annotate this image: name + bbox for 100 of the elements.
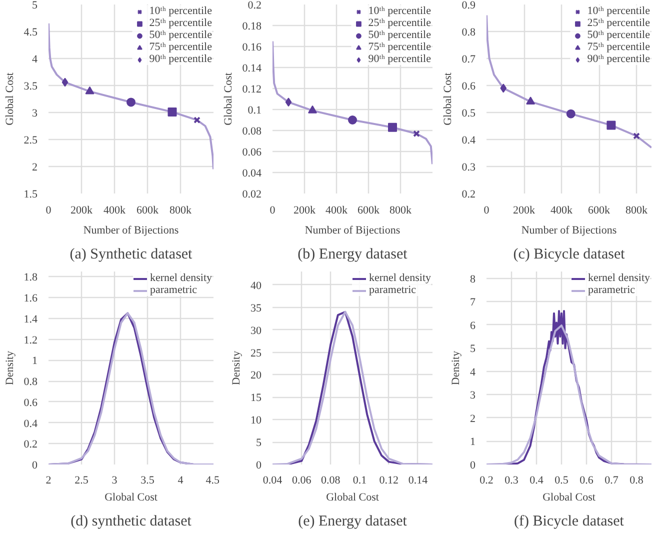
y-tick-label: 20: [250, 370, 262, 382]
x-tick-label: 0.4: [530, 474, 544, 486]
y-tick-label: 0.6: [462, 80, 476, 92]
y-tick-label: 30: [250, 324, 262, 337]
x-tick-label: 2.5: [74, 474, 89, 486]
x-tick-label: 200k: [513, 204, 536, 216]
y-tick-label: 25: [250, 347, 262, 360]
x-axis-title: Global Cost: [542, 492, 596, 504]
x-axis-title: Number of Bijections: [304, 224, 400, 236]
text: (a) Synthetic dataset: [70, 246, 194, 262]
y-tick-label: 0.14: [242, 62, 262, 74]
y-tick-label: 1: [470, 436, 476, 448]
legend-label: 90ᵗʰ percentile: [587, 53, 650, 65]
legend-label: 10ᵗʰ percentile: [149, 5, 212, 17]
x-tick-label: 800k: [626, 204, 648, 216]
y-tick-label: 1.6: [24, 292, 38, 305]
text: (b) Energy dataset: [298, 246, 408, 262]
y-axis-title: Global Cost: [442, 72, 454, 126]
y-tick-label: 1.2: [24, 334, 38, 346]
y-tick-label: 3.5: [24, 80, 38, 92]
y-tick-label: 0.6: [24, 396, 38, 409]
y-axis-title: Density: [450, 350, 462, 386]
x-tick-label: 2: [46, 474, 52, 486]
x-tick-label: 0.2: [480, 474, 494, 486]
y-tick-label: 8: [470, 273, 476, 286]
x-tick-label: 0: [46, 204, 52, 216]
y-tick-label: 0.4: [24, 418, 38, 430]
x-tick-label: 0.3: [504, 474, 519, 486]
x-tick-label: 0.6: [580, 474, 594, 486]
x-tick-label: 4: [178, 474, 184, 486]
x-tick-label: 800k: [170, 204, 192, 216]
x-tick-label: 600k: [358, 204, 380, 216]
legend-label: 25ᵗʰ percentile: [587, 17, 650, 29]
y-tick-label: 0.4: [462, 134, 476, 146]
x-tick-label: 0.12: [379, 474, 398, 486]
legend-label: 25ᵗʰ percentile: [149, 17, 212, 29]
y-tick-label: 0: [256, 460, 262, 472]
y-tick-label: 3: [32, 108, 38, 120]
y-tick-label: 0.02: [242, 188, 262, 200]
legend-label: 75ᵗʰ percentile: [368, 41, 431, 53]
x-tick-label: 0.14: [408, 474, 428, 486]
y-tick-label: 1.8: [24, 272, 38, 284]
y-tick-label: 0.16: [242, 42, 262, 54]
y-tick-label: 4.5: [24, 26, 38, 38]
x-tick-label: 0: [484, 204, 490, 216]
y-tick-label: 0.12: [242, 84, 262, 96]
y-tick-label: 4: [32, 54, 38, 66]
legend-label: kernel density: [588, 272, 650, 284]
legend-label: 50ᵗʰ percentile: [149, 29, 212, 41]
legend-label: parametric: [368, 284, 416, 296]
y-tick-label: 0.2: [24, 438, 38, 451]
text: (e) Energy dataset: [298, 514, 408, 530]
x-tick-label: 0.08: [321, 474, 341, 486]
x-tick-label: 0.5: [554, 474, 569, 486]
x-axis-title: Number of Bijections: [83, 224, 179, 236]
x-axis-title: Number of Bijections: [521, 224, 617, 236]
y-tick-label: 0.06: [242, 146, 262, 158]
y-tick-label: 2: [32, 162, 38, 174]
y-axis-title: Density: [230, 350, 242, 386]
legend-label: parametric: [588, 284, 636, 296]
y-tick-label: 15: [250, 392, 262, 404]
legend-label: 10ᵗʰ percentile: [587, 5, 650, 17]
legend-label: kernel density: [368, 272, 431, 284]
y-tick-label: 0: [32, 460, 38, 472]
y-tick-label: 7: [470, 296, 476, 309]
x-tick-label: 0.7: [604, 474, 619, 486]
x-tick-label: 200k: [70, 204, 93, 216]
text: (d) synthetic dataset: [70, 514, 192, 530]
y-tick-label: 0.2: [462, 188, 476, 200]
y-tick-label: 0.5: [462, 108, 476, 120]
y-tick-label: 5: [256, 437, 262, 450]
x-tick-label: 400k: [550, 204, 573, 216]
legend-label: 90ᵗʰ percentile: [149, 53, 212, 65]
x-tick-label: 0.06: [292, 474, 312, 486]
y-axis-title: Global Cost: [4, 72, 16, 126]
text: (c) Bicycle dataset: [513, 246, 626, 262]
x-tick-label: 600k: [136, 204, 159, 216]
x-tick-label: 3.5: [140, 474, 155, 486]
x-tick-label: 400k: [326, 204, 348, 216]
y-tick-label: 0.1: [248, 104, 262, 116]
y-tick-label: 35: [250, 302, 262, 314]
y-tick-label: 0.3: [462, 162, 476, 174]
x-tick-label: 0.1: [352, 474, 367, 486]
y-tick-label: 2.5: [24, 134, 38, 146]
y-tick-label: 5: [32, 0, 38, 12]
legend-label: 90ᵗʰ percentile: [368, 53, 431, 65]
legend-label: 50ᵗʰ percentile: [368, 29, 431, 41]
y-tick-label: 4: [470, 366, 476, 378]
legend-label: 25ᵗʰ percentile: [368, 17, 431, 29]
y-tick-label: 1.4: [24, 313, 38, 326]
legend-label: parametric: [150, 284, 198, 296]
y-tick-label: 0.18: [242, 20, 262, 32]
legend-label: 75ᵗʰ percentile: [587, 41, 650, 53]
y-tick-label: 6: [470, 320, 476, 332]
y-tick-label: 2: [470, 412, 476, 425]
y-tick-label: 3: [470, 390, 476, 402]
x-tick-label: 800k: [390, 204, 412, 216]
x-tick-label: 4.5: [206, 474, 220, 486]
x-tick-label: 200k: [294, 204, 316, 216]
y-axis-title: Global Cost: [222, 72, 234, 126]
